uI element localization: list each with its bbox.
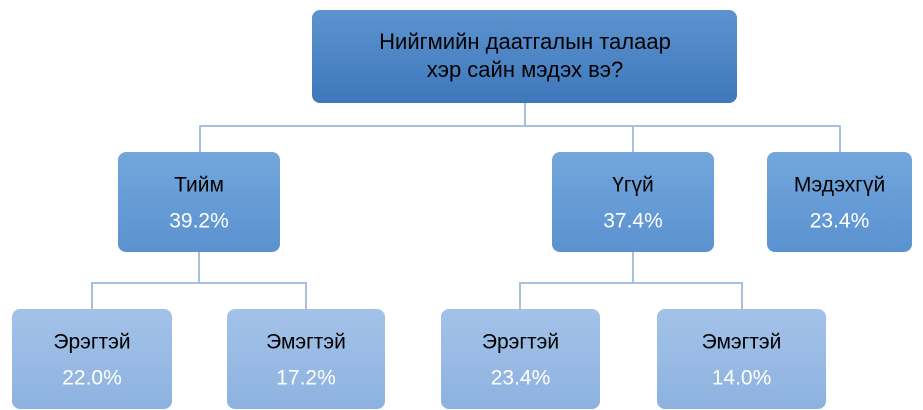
node-box — [552, 152, 714, 252]
node-label: Мэдэхгүй — [794, 174, 885, 197]
node-box — [227, 309, 385, 409]
node-label: Эрэгтэй — [482, 331, 559, 354]
node-value: 22.0% — [62, 367, 122, 390]
connector — [519, 252, 743, 309]
connectors — [91, 103, 841, 309]
node-value: 23.4% — [810, 210, 870, 233]
connector — [199, 103, 841, 152]
connector — [91, 252, 307, 309]
root-text: Нийгмийн даатгалын талаар — [379, 29, 671, 54]
root-text: хэр сайн мэдэх вэ? — [427, 57, 624, 82]
node-value: 39.2% — [169, 210, 229, 233]
node-label: Тийм — [174, 174, 224, 197]
node-value: 14.0% — [712, 367, 772, 390]
node-box — [657, 309, 826, 409]
node-label: Үгүй — [612, 174, 654, 197]
node-box — [12, 309, 172, 409]
node-label: Эмэгтэй — [702, 331, 782, 354]
nodes: Тийм 39.2% Үгүй 37.4% Мэдэхгүй 23.4% Эрэгтэй 22… — [12, 152, 912, 409]
node-value: 17.2% — [276, 367, 336, 390]
node-label: Эмэгтэй — [266, 331, 346, 354]
node-value: 23.4% — [491, 367, 551, 390]
node-box — [767, 152, 912, 252]
node-box — [441, 309, 600, 409]
node-value: 37.4% — [603, 210, 663, 233]
node-label: Эрэгтэй — [53, 331, 130, 354]
root-box — [312, 10, 737, 103]
node-box — [118, 152, 280, 252]
